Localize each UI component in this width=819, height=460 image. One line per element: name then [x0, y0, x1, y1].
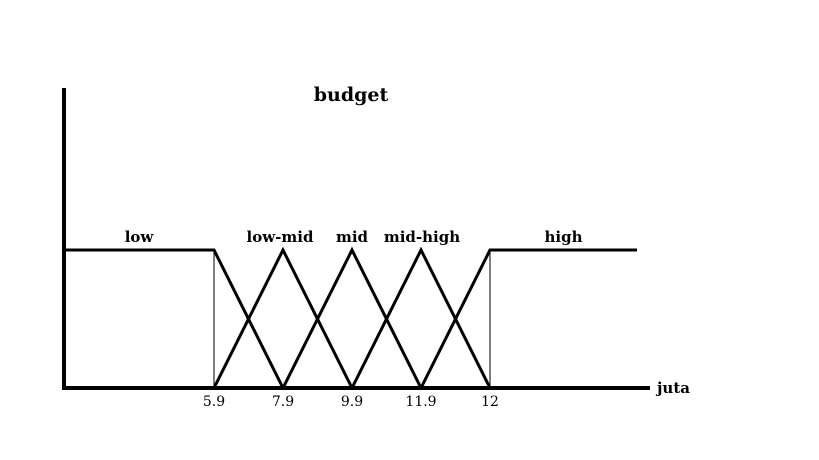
tick-label: 5.9: [203, 394, 225, 410]
series-label-low-mid: low-mid: [247, 228, 314, 246]
tick-labels: 5.9 7.9 9.9 11.9 12: [203, 394, 499, 410]
x-axis-label: juta: [655, 379, 690, 397]
series-line-high: [419, 248, 637, 389]
series-line-low-mid: [212, 246, 354, 389]
series-lines: [64, 246, 637, 389]
chart-title: budget: [314, 84, 389, 106]
series-labels: low low-mid mid mid-high high: [125, 228, 583, 246]
series-line-mid: [281, 246, 423, 389]
series-line-mid-high: [350, 246, 492, 389]
tick-label: 12: [481, 394, 499, 410]
tick-label: 7.9: [272, 394, 294, 410]
series-label-mid: mid: [336, 228, 369, 246]
series-label-low: low: [125, 228, 155, 246]
series-label-mid-high: mid-high: [384, 228, 460, 246]
series-label-high: high: [545, 228, 583, 246]
tick-label: 11.9: [405, 394, 436, 410]
tick-label: 9.9: [341, 394, 363, 410]
